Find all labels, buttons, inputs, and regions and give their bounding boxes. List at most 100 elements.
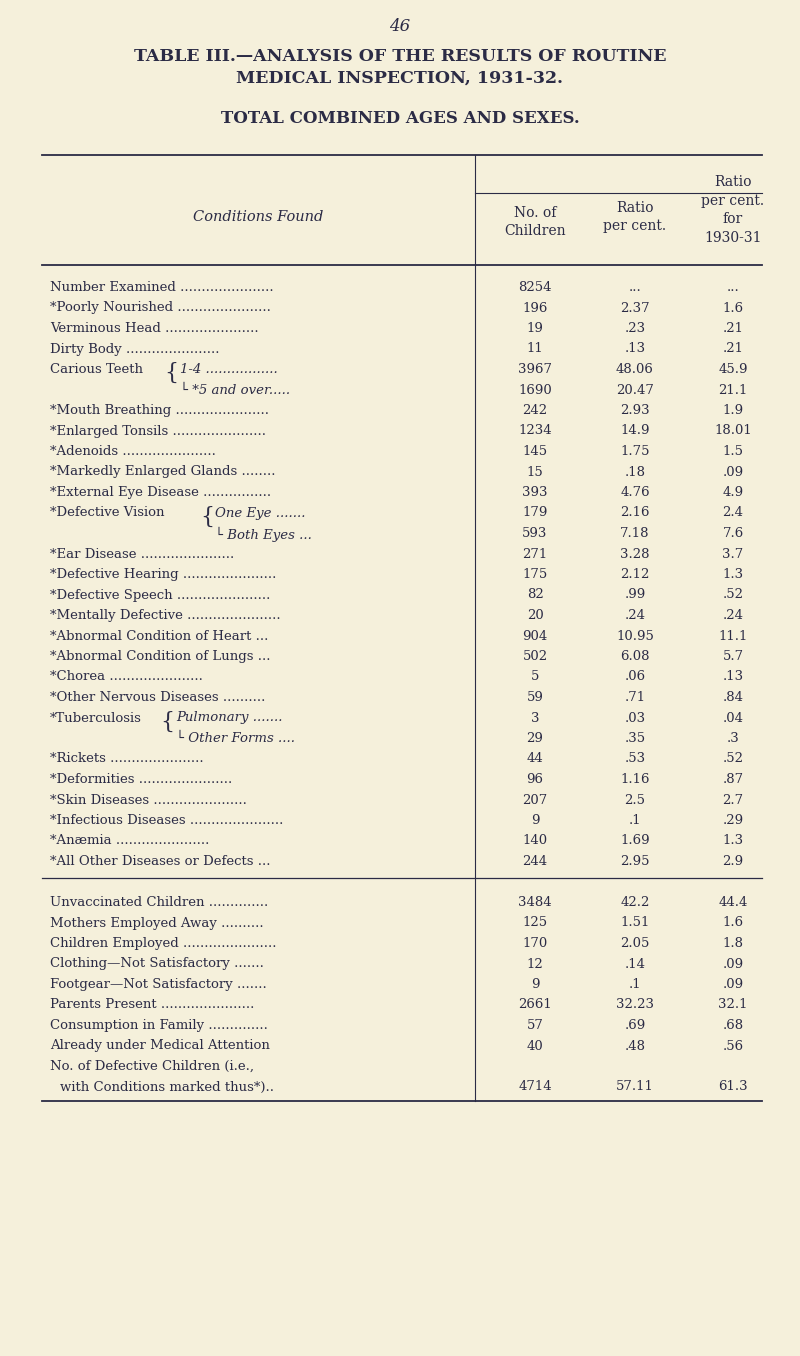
- Text: 4.9: 4.9: [722, 485, 743, 499]
- Text: 1690: 1690: [518, 384, 552, 396]
- Text: 1.8: 1.8: [722, 937, 743, 951]
- Text: Ratio
per cent.: Ratio per cent.: [603, 201, 666, 233]
- Text: 502: 502: [522, 650, 547, 663]
- Text: 2.37: 2.37: [620, 301, 650, 315]
- Text: Parents Present ......................: Parents Present ......................: [50, 998, 254, 1012]
- Text: .53: .53: [625, 753, 646, 766]
- Text: 82: 82: [526, 589, 543, 602]
- Text: 40: 40: [526, 1040, 543, 1052]
- Text: .13: .13: [722, 670, 743, 683]
- Text: Carious Teeth: Carious Teeth: [50, 363, 143, 376]
- Text: 12: 12: [526, 957, 543, 971]
- Text: 32.23: 32.23: [616, 998, 654, 1012]
- Text: 207: 207: [522, 793, 548, 807]
- Text: 20: 20: [526, 609, 543, 622]
- Text: Number Examined ......................: Number Examined ......................: [50, 281, 274, 294]
- Text: .04: .04: [722, 712, 743, 724]
- Text: 44.4: 44.4: [718, 896, 748, 909]
- Text: └ Both Eyes ...: └ Both Eyes ...: [215, 527, 312, 542]
- Text: .14: .14: [625, 957, 646, 971]
- Text: Clothing—Not Satisfactory .......: Clothing—Not Satisfactory .......: [50, 957, 264, 971]
- Text: 140: 140: [522, 834, 547, 848]
- Text: *Mentally Defective ......................: *Mentally Defective ....................…: [50, 609, 281, 622]
- Text: .09: .09: [722, 465, 743, 479]
- Text: 4714: 4714: [518, 1081, 552, 1093]
- Text: *Defective Vision: *Defective Vision: [50, 507, 165, 519]
- Text: 2.5: 2.5: [625, 793, 646, 807]
- Text: 196: 196: [522, 301, 548, 315]
- Text: 10.95: 10.95: [616, 629, 654, 643]
- Text: *Rickets ......................: *Rickets ......................: [50, 753, 204, 766]
- Text: *Chorea ......................: *Chorea ......................: [50, 670, 203, 683]
- Text: 904: 904: [522, 629, 548, 643]
- Text: Children Employed ......................: Children Employed ......................: [50, 937, 277, 951]
- Text: *Mouth Breathing ......................: *Mouth Breathing ......................: [50, 404, 269, 418]
- Text: 5: 5: [531, 670, 539, 683]
- Text: *Anæmia ......................: *Anæmia ......................: [50, 834, 210, 848]
- Text: Dirty Body ......................: Dirty Body ......................: [50, 343, 219, 355]
- Text: Verminous Head ......................: Verminous Head ......................: [50, 321, 258, 335]
- Text: .23: .23: [625, 321, 646, 335]
- Text: .03: .03: [625, 712, 646, 724]
- Text: 1.5: 1.5: [722, 445, 743, 458]
- Text: *Markedly Enlarged Glands ........: *Markedly Enlarged Glands ........: [50, 465, 275, 479]
- Text: 32.1: 32.1: [718, 998, 748, 1012]
- Text: *Deformities ......................: *Deformities ......................: [50, 773, 232, 786]
- Text: 11.1: 11.1: [718, 629, 748, 643]
- Text: *Tuberculosis: *Tuberculosis: [50, 712, 142, 724]
- Text: {: {: [164, 362, 178, 384]
- Text: 15: 15: [526, 465, 543, 479]
- Text: 3: 3: [530, 712, 539, 724]
- Text: 1.75: 1.75: [620, 445, 650, 458]
- Text: 45.9: 45.9: [718, 363, 748, 376]
- Text: 170: 170: [522, 937, 548, 951]
- Text: 393: 393: [522, 485, 548, 499]
- Text: 2.93: 2.93: [620, 404, 650, 418]
- Text: .09: .09: [722, 978, 743, 991]
- Text: 7.18: 7.18: [620, 527, 650, 540]
- Text: *Skin Diseases ......................: *Skin Diseases ......................: [50, 793, 247, 807]
- Text: No. of Defective Children (i.e.,: No. of Defective Children (i.e.,: [50, 1060, 254, 1073]
- Text: 42.2: 42.2: [620, 896, 650, 909]
- Text: 244: 244: [522, 856, 547, 868]
- Text: .3: .3: [726, 732, 739, 744]
- Text: 46: 46: [390, 18, 410, 35]
- Text: 1.51: 1.51: [620, 917, 650, 929]
- Text: 242: 242: [522, 404, 547, 418]
- Text: *Enlarged Tonsils ......................: *Enlarged Tonsils ......................: [50, 424, 266, 438]
- Text: MEDICAL INSPECTION, 1931-32.: MEDICAL INSPECTION, 1931-32.: [237, 71, 563, 87]
- Text: 145: 145: [522, 445, 547, 458]
- Text: TABLE III.—ANALYSIS OF THE RESULTS OF ROUTINE: TABLE III.—ANALYSIS OF THE RESULTS OF RO…: [134, 47, 666, 65]
- Text: 3.28: 3.28: [620, 548, 650, 560]
- Text: 9: 9: [530, 814, 539, 827]
- Text: *Abnormal Condition of Lungs ...: *Abnormal Condition of Lungs ...: [50, 650, 270, 663]
- Text: *Abnormal Condition of Heart ...: *Abnormal Condition of Heart ...: [50, 629, 268, 643]
- Text: .1: .1: [629, 814, 642, 827]
- Text: └ Other Forms ....: └ Other Forms ....: [176, 732, 295, 744]
- Text: .52: .52: [722, 589, 743, 602]
- Text: {: {: [160, 711, 174, 732]
- Text: 1.6: 1.6: [722, 301, 743, 315]
- Text: with Conditions marked thus*)..: with Conditions marked thus*)..: [60, 1081, 274, 1093]
- Text: Pulmonary .......: Pulmonary .......: [176, 712, 282, 724]
- Text: 1.69: 1.69: [620, 834, 650, 848]
- Text: 2.7: 2.7: [722, 793, 743, 807]
- Text: 48.06: 48.06: [616, 363, 654, 376]
- Text: 2.95: 2.95: [620, 856, 650, 868]
- Text: 1-4 .................: 1-4 .................: [180, 363, 278, 376]
- Text: .09: .09: [722, 957, 743, 971]
- Text: .69: .69: [624, 1018, 646, 1032]
- Text: 61.3: 61.3: [718, 1081, 748, 1093]
- Text: 2.12: 2.12: [620, 568, 650, 580]
- Text: .24: .24: [625, 609, 646, 622]
- Text: *Infectious Diseases ......................: *Infectious Diseases ...................…: [50, 814, 283, 827]
- Text: 59: 59: [526, 692, 543, 704]
- Text: 5.7: 5.7: [722, 650, 743, 663]
- Text: *Poorly Nourished ......................: *Poorly Nourished ......................: [50, 301, 271, 315]
- Text: 125: 125: [522, 917, 547, 929]
- Text: .87: .87: [722, 773, 743, 786]
- Text: 3484: 3484: [518, 896, 552, 909]
- Text: *Adenoids ......................: *Adenoids ......................: [50, 445, 216, 458]
- Text: .06: .06: [625, 670, 646, 683]
- Text: 2.05: 2.05: [620, 937, 650, 951]
